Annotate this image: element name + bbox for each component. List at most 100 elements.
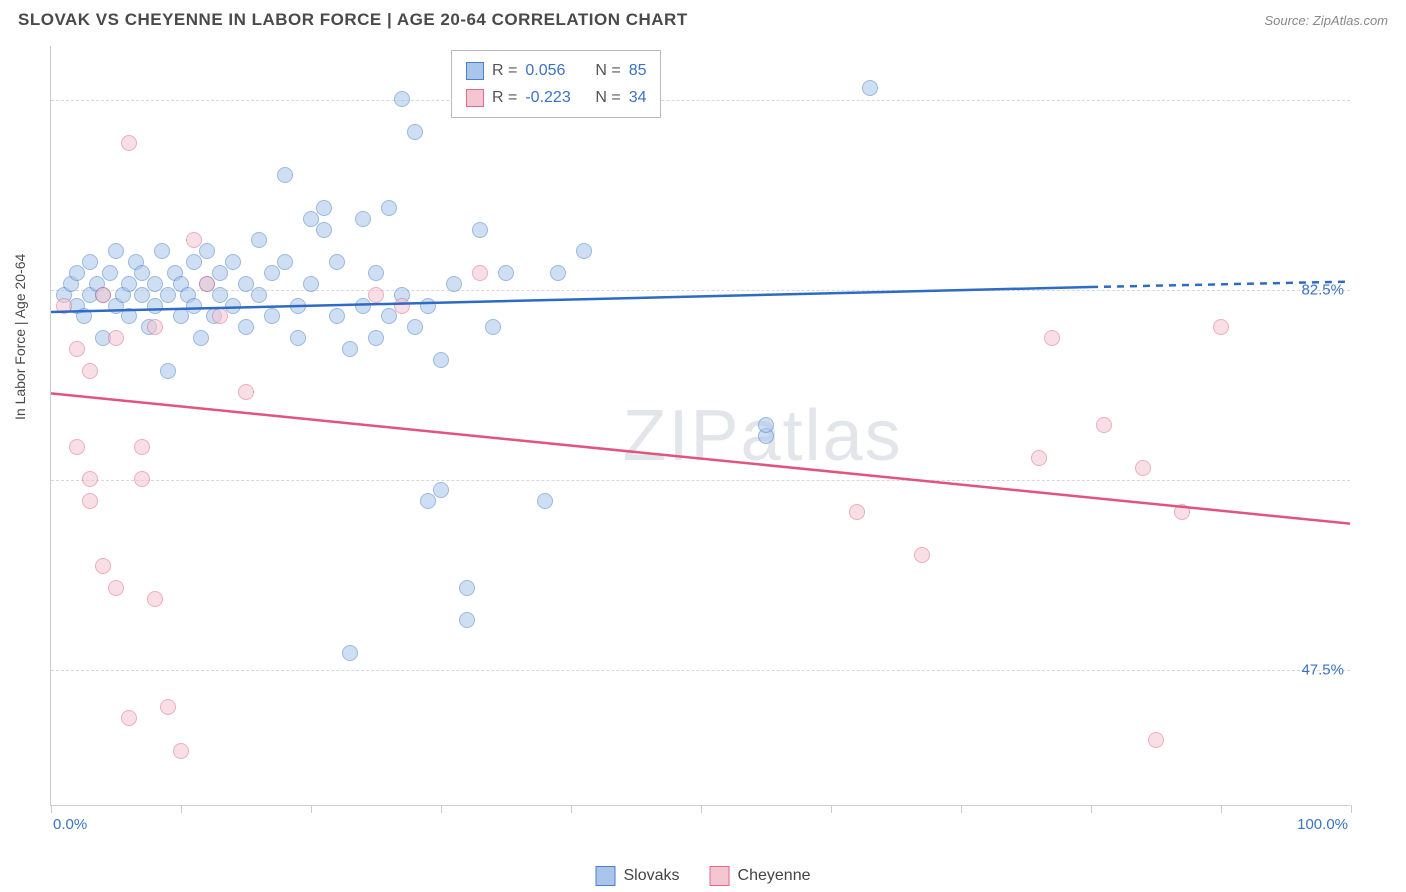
scatter-point [368,330,384,346]
scatter-point [758,417,774,433]
scatter-point [849,504,865,520]
chart-title: SLOVAK VS CHEYENNE IN LABOR FORCE | AGE … [18,10,688,30]
scatter-point [173,743,189,759]
trend-lines [51,46,1350,805]
scatter-point [121,135,137,151]
scatter-point [134,471,150,487]
scatter-point [82,471,98,487]
stats-r-label: R = [492,84,517,111]
y-axis-label: In Labor Force | Age 20-64 [12,254,28,420]
x-tick [1221,805,1222,813]
scatter-point [407,319,423,335]
scatter-point [225,254,241,270]
stats-n-label: N = [595,57,620,84]
scatter-point [82,363,98,379]
scatter-point [1213,319,1229,335]
scatter-point [1096,417,1112,433]
scatter-point [316,222,332,238]
stats-r-label: R = [492,57,517,84]
x-tick [961,805,962,813]
scatter-point [862,80,878,96]
scatter-point [420,493,436,509]
scatter-point [394,91,410,107]
scatter-point [69,439,85,455]
source-label: Source: ZipAtlas.com [1264,13,1388,28]
scatter-point [264,308,280,324]
legend-label: Slovaks [624,867,680,885]
stats-r-value: 0.056 [525,57,587,84]
scatter-point [329,308,345,324]
scatter-point [147,298,163,314]
scatter-point [355,298,371,314]
scatter-point [186,232,202,248]
legend-label: Cheyenne [738,867,811,885]
scatter-point [394,298,410,314]
scatter-point [576,243,592,259]
legend-swatch-icon [710,866,730,886]
scatter-point [420,298,436,314]
scatter-point [95,287,111,303]
legend-swatch-icon [596,866,616,886]
stats-box: R = 0.056 N = 85R = -0.223 N = 34 [451,50,661,118]
scatter-point [186,254,202,270]
scatter-point [121,710,137,726]
scatter-point [95,558,111,574]
scatter-point [368,265,384,281]
header: SLOVAK VS CHEYENNE IN LABOR FORCE | AGE … [0,0,1406,36]
scatter-point [212,308,228,324]
x-tick [51,805,52,813]
scatter-point [154,243,170,259]
scatter-point [69,341,85,357]
scatter-point [251,232,267,248]
x-tick [701,805,702,813]
scatter-point [251,287,267,303]
scatter-point [160,699,176,715]
chart-plot-area: ZIPatlas 47.5%82.5%0.0%100.0%R = 0.056 N… [50,46,1350,806]
stats-swatch-icon [466,62,484,80]
scatter-point [498,265,514,281]
scatter-point [238,384,254,400]
gridline [51,670,1350,671]
scatter-point [472,265,488,281]
scatter-point [108,330,124,346]
scatter-point [446,276,462,292]
scatter-point [82,254,98,270]
x-tick [441,805,442,813]
stats-n-value: 85 [629,57,647,84]
scatter-point [381,200,397,216]
scatter-point [459,612,475,628]
scatter-point [69,265,85,281]
scatter-point [381,308,397,324]
scatter-point [277,254,293,270]
y-tick-label: 82.5% [1301,282,1344,299]
scatter-point [160,363,176,379]
gridline [51,480,1350,481]
scatter-point [485,319,501,335]
scatter-point [173,308,189,324]
scatter-point [134,439,150,455]
scatter-point [537,493,553,509]
scatter-point [108,580,124,596]
scatter-point [914,547,930,563]
scatter-point [368,287,384,303]
scatter-point [1174,504,1190,520]
scatter-point [212,265,228,281]
legend-item: Slovaks [596,866,680,886]
scatter-point [1148,732,1164,748]
x-tick [1091,805,1092,813]
x-tick [181,805,182,813]
scatter-point [459,580,475,596]
x-tick [1351,805,1352,813]
scatter-point [82,493,98,509]
stats-r-value: -0.223 [525,84,587,111]
scatter-point [225,298,241,314]
stats-n-label: N = [595,84,620,111]
scatter-point [342,645,358,661]
scatter-point [76,308,92,324]
stats-n-value: 34 [629,84,647,111]
scatter-point [1044,330,1060,346]
x-tick [311,805,312,813]
x-tick-label: 100.0% [1297,816,1348,833]
scatter-point [56,298,72,314]
stats-row: R = -0.223 N = 34 [466,84,646,111]
